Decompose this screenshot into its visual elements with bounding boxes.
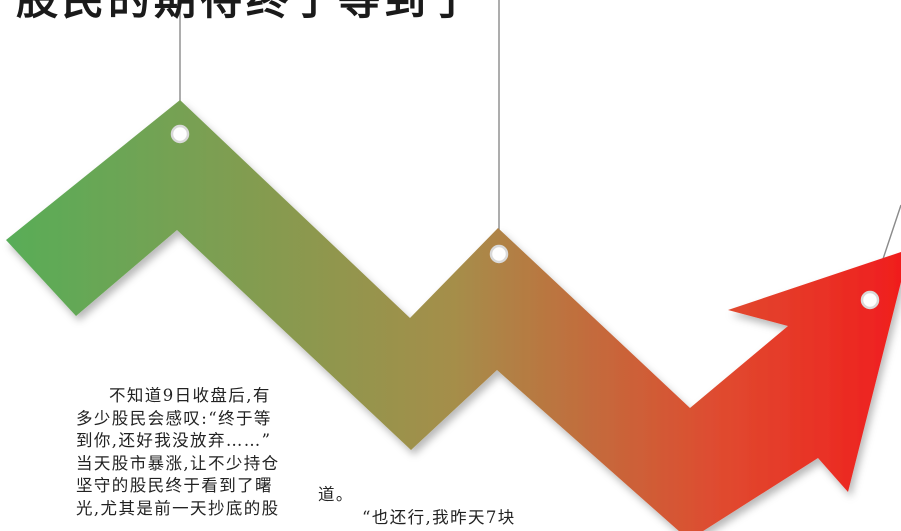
headline: 股民的期待终于等到了 — [16, 0, 476, 27]
text-line: 光,尤其是前一天抄底的股 — [76, 498, 280, 518]
text-line: “也还行,我昨天7块 — [362, 507, 516, 527]
text-line: 多少股民会感叹:“终于等 — [76, 408, 272, 428]
text-line: 道。 — [318, 485, 354, 504]
text-line: 坚守的股民终于看到了曙 — [76, 476, 273, 495]
article-column-2: 道。 “也还行,我昨天7块 — [318, 484, 548, 529]
eyelet-hole-2 — [489, 244, 509, 264]
eyelet-hole-1 — [170, 124, 190, 144]
text-line: 当天股市暴涨,让不少持仓 — [76, 453, 280, 473]
text-line: 不知道9日收盘后,有 — [109, 386, 271, 405]
article-column-1: 不知道9日收盘后,有 多少股民会感叹:“终于等 到你,还好我没放弃……” 当天股… — [76, 385, 281, 520]
text-line: 到你,还好我没放弃……” — [76, 431, 272, 450]
zigzag-arrow — [6, 100, 901, 531]
eyelet-hole-3 — [860, 290, 880, 310]
